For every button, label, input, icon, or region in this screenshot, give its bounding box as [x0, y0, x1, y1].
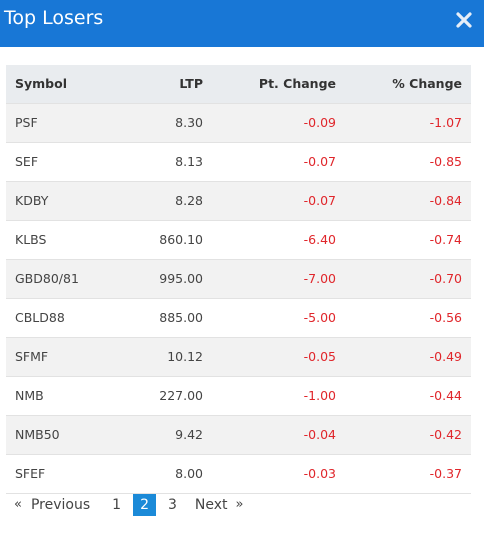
header-ltp[interactable]: LTP	[112, 65, 212, 104]
cell-symbol: PSF	[6, 103, 112, 143]
cell-ltp: 227.00	[112, 376, 212, 416]
table-header-row: Symbol LTP Pt. Change % Change	[6, 65, 471, 104]
cell-pct-change: -0.84	[345, 181, 471, 221]
table-row[interactable]: PSF 8.30 -0.09 -1.07	[6, 103, 471, 143]
modal-header: Top Losers	[0, 0, 484, 47]
cell-pct-change: -0.42	[345, 415, 471, 455]
cell-symbol: KLBS	[6, 220, 112, 260]
table-row[interactable]: SFEF 8.00 -0.03 -0.37	[6, 454, 471, 494]
cell-symbol: NMB	[6, 376, 112, 416]
cell-symbol: GBD80/81	[6, 259, 112, 299]
cell-ltp: 885.00	[112, 298, 212, 338]
cell-pt-change: -7.00	[212, 259, 345, 299]
cell-pt-change: -6.40	[212, 220, 345, 260]
table-row[interactable]: GBD80/81 995.00 -7.00 -0.70	[6, 259, 471, 299]
table-body: PSF 8.30 -0.09 -1.07 SEF 8.13 -0.07 -0.85 KDBY 8.…	[6, 103, 471, 494]
cell-symbol: KDBY	[6, 181, 112, 221]
cell-pct-change: -0.44	[345, 376, 471, 416]
table-row[interactable]: KDBY 8.28 -0.07 -0.84	[6, 181, 471, 221]
cell-symbol: SFMF	[6, 337, 112, 377]
modal-title: Top Losers	[4, 7, 104, 29]
cell-pct-change: -0.49	[345, 337, 471, 377]
cell-pt-change: -0.07	[212, 181, 345, 221]
table-row[interactable]: NMB50 9.42 -0.04 -0.42	[6, 415, 471, 455]
cell-ltp: 8.00	[112, 454, 212, 494]
cell-pct-change: -0.37	[345, 454, 471, 494]
cell-symbol: SFEF	[6, 454, 112, 494]
table-row[interactable]: NMB 227.00 -1.00 -0.44	[6, 376, 471, 416]
close-button[interactable]	[452, 8, 476, 32]
previous-link[interactable]: Previous	[30, 497, 91, 513]
cell-ltp: 8.13	[112, 142, 212, 182]
cell-pt-change: -0.09	[212, 103, 345, 143]
cell-pct-change: -0.56	[345, 298, 471, 338]
cell-pct-change: -0.85	[345, 142, 471, 182]
pagination: « Previous 1 2 3 Next »	[6, 494, 244, 516]
next-link[interactable]: Next	[194, 497, 228, 513]
cell-ltp: 8.28	[112, 181, 212, 221]
page-2-link[interactable]: 2	[133, 494, 156, 516]
cell-pt-change: -0.04	[212, 415, 345, 455]
losers-table-container: Symbol LTP Pt. Change % Change PSF 8.30 -0…	[6, 65, 471, 494]
cell-symbol: CBLD88	[6, 298, 112, 338]
cell-pct-change: -0.74	[345, 220, 471, 260]
prev-arrow[interactable]: «	[14, 497, 22, 512]
cell-pt-change: -0.07	[212, 142, 345, 182]
header-pct-change[interactable]: % Change	[345, 65, 471, 104]
cell-ltp: 9.42	[112, 415, 212, 455]
cell-ltp: 860.10	[112, 220, 212, 260]
cell-pt-change: -0.03	[212, 454, 345, 494]
page-1-link[interactable]: 1	[112, 497, 122, 513]
cell-ltp: 8.30	[112, 103, 212, 143]
losers-table: Symbol LTP Pt. Change % Change PSF 8.30 -0…	[6, 65, 471, 494]
cell-pct-change: -0.70	[345, 259, 471, 299]
page-3-link[interactable]: 3	[167, 497, 177, 513]
cell-ltp: 10.12	[112, 337, 212, 377]
cell-pct-change: -1.07	[345, 103, 471, 143]
cell-symbol: SEF	[6, 142, 112, 182]
table-row[interactable]: SEF 8.13 -0.07 -0.85	[6, 142, 471, 182]
header-pt-change[interactable]: Pt. Change	[212, 65, 345, 104]
cell-pt-change: -0.05	[212, 337, 345, 377]
next-arrow[interactable]: »	[235, 497, 244, 512]
cell-pt-change: -5.00	[212, 298, 345, 338]
cell-pt-change: -1.00	[212, 376, 345, 416]
cell-ltp: 995.00	[112, 259, 212, 299]
close-icon	[456, 12, 472, 28]
table-row[interactable]: SFMF 10.12 -0.05 -0.49	[6, 337, 471, 377]
table-row[interactable]: CBLD88 885.00 -5.00 -0.56	[6, 298, 471, 338]
table-row[interactable]: KLBS 860.10 -6.40 -0.74	[6, 220, 471, 260]
cell-symbol: NMB50	[6, 415, 112, 455]
header-symbol[interactable]: Symbol	[6, 65, 112, 104]
